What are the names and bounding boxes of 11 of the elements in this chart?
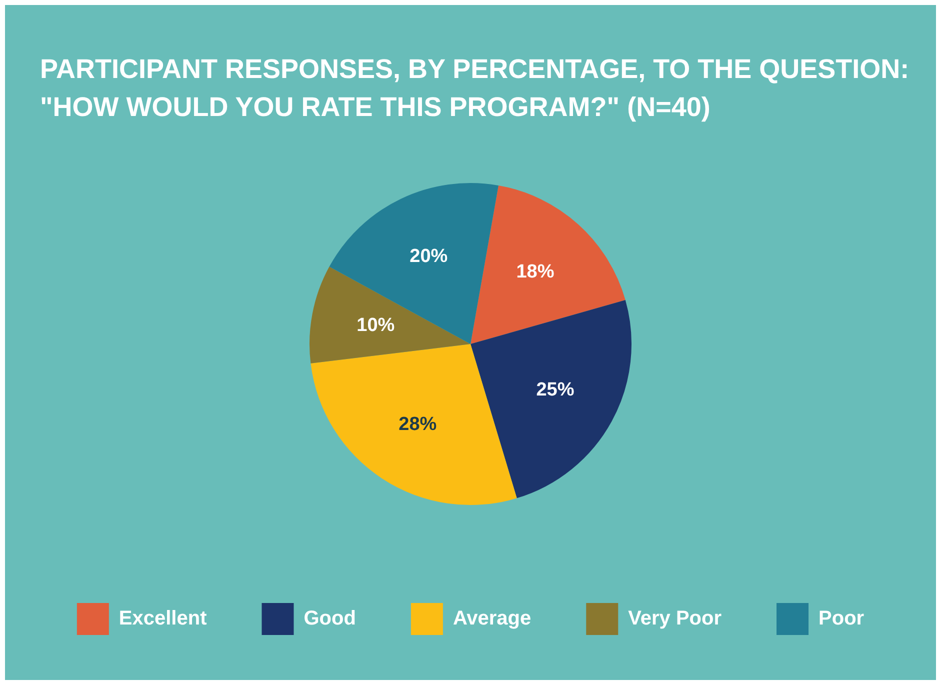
legend-label: Average	[452, 608, 532, 630]
data-label: 20%	[410, 246, 448, 268]
data-label: 10%	[356, 314, 395, 336]
legend-label: Excellent	[118, 608, 208, 630]
data-label: 25%	[536, 380, 574, 401]
data-label: 18%	[516, 262, 554, 283]
chart-title: PARTICIPANT RESPONSES, BY PERCENTAGE, TO THE QUESTION: "HOW WOULD YOU RATE THIS PROGRAM?" (N=40)	[40, 53, 910, 124]
legend-label: Very Poor	[628, 608, 722, 630]
legend-label: Poor	[818, 608, 864, 630]
legend-label: Good	[304, 608, 356, 630]
data-label: 28%	[398, 414, 437, 436]
